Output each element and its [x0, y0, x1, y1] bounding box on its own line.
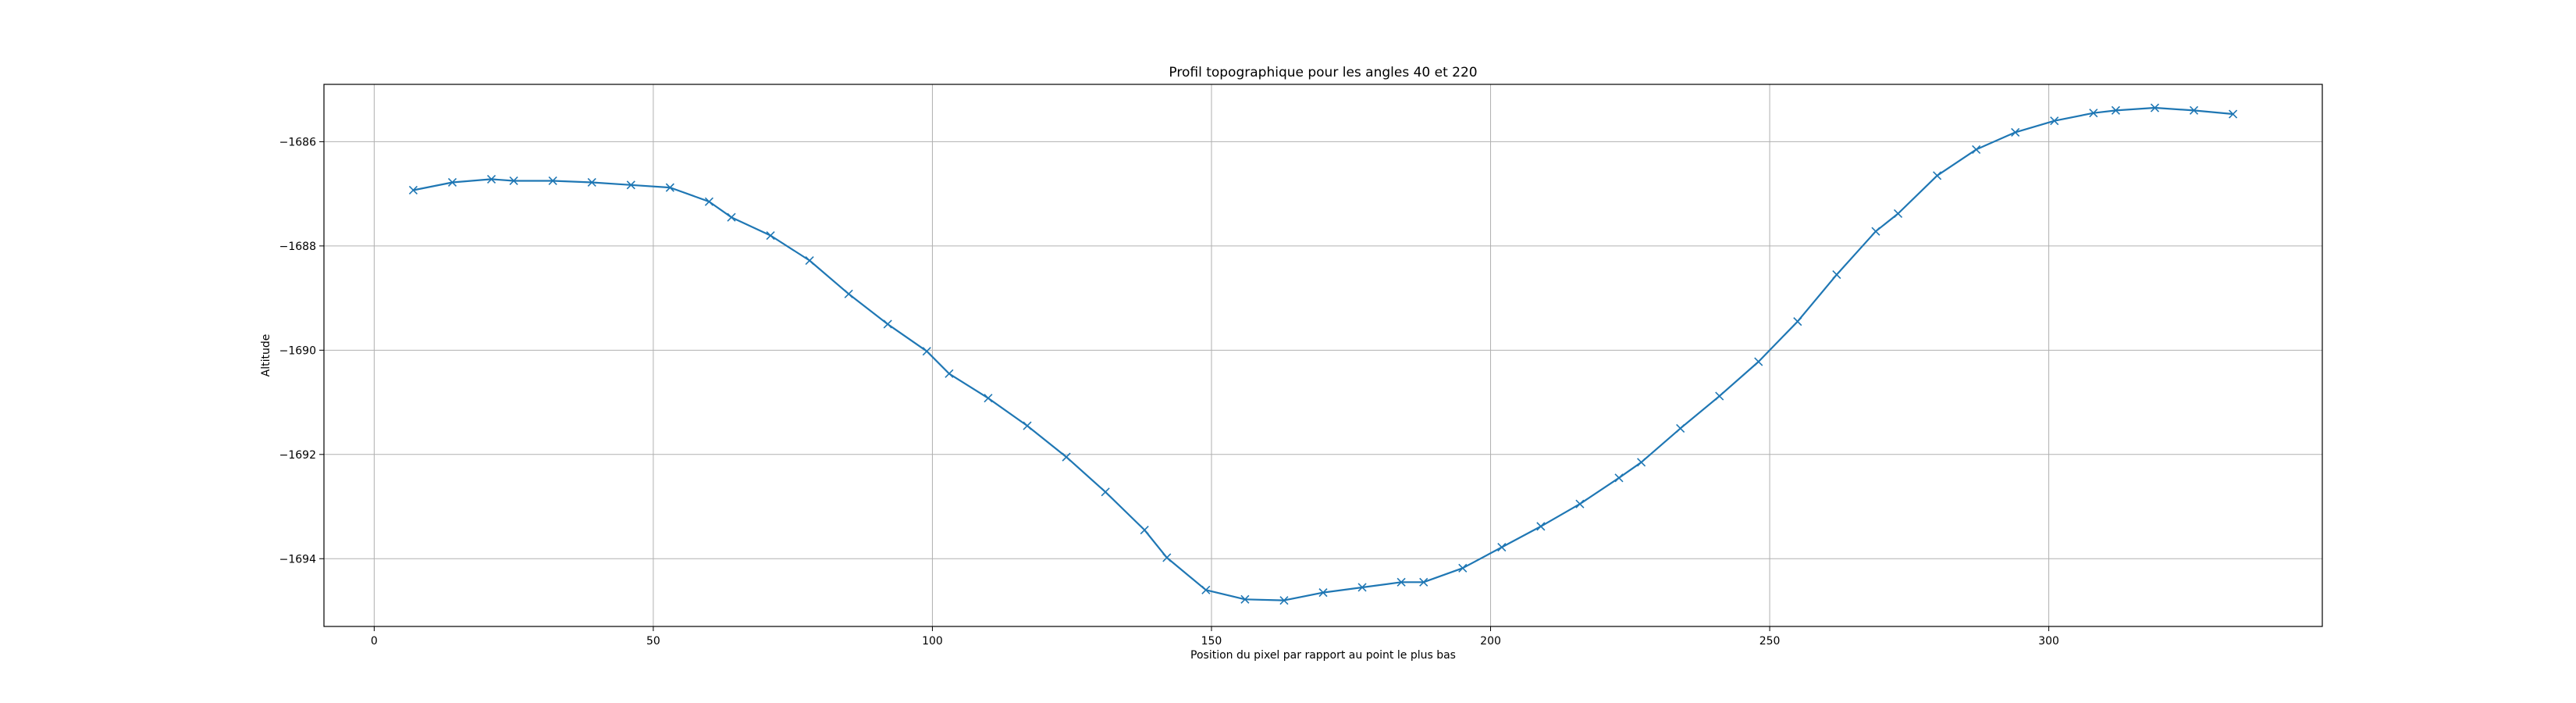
axis-ticks: 0 50 100 150 200 250 300 −1686 −1688 −1690 −1692 −1… [279, 136, 2059, 648]
data-point [1279, 596, 1289, 605]
data-point [2050, 116, 2059, 126]
data-point [1023, 421, 1032, 430]
data-point [704, 197, 713, 206]
data-point [2150, 103, 2160, 112]
x-tick-label: 50 [646, 635, 660, 648]
data-point [2011, 127, 2020, 137]
data-point [1637, 458, 1646, 467]
data-point [844, 289, 853, 298]
x-tick-label: 0 [371, 635, 378, 648]
data-point [1536, 522, 1546, 531]
data-point [665, 183, 674, 192]
data-point [922, 347, 931, 356]
data-point [727, 212, 736, 222]
data-point [1933, 171, 1942, 180]
data-point [1062, 452, 1071, 462]
data-point [548, 176, 557, 186]
data-point [1201, 585, 1211, 594]
data-point [408, 185, 418, 195]
data-point [587, 177, 596, 187]
y-tick-label: −1694 [279, 553, 316, 566]
data-point [1972, 145, 1981, 154]
series-layer [408, 103, 2238, 605]
data-point [945, 369, 954, 378]
data-point [1458, 563, 1468, 573]
chart-title: Profil topographique pour les angles 40 … [1169, 65, 1477, 80]
data-point [1832, 270, 1841, 280]
data-point [1162, 553, 1172, 562]
data-point [1793, 317, 1802, 327]
x-tick-label: 300 [2038, 635, 2059, 648]
data-point [1318, 588, 1328, 598]
data-point [626, 180, 635, 190]
data-point [805, 255, 814, 266]
grid [324, 84, 2322, 626]
data-point [1497, 543, 1507, 552]
x-tick-label: 250 [1759, 635, 1781, 648]
data-point [1614, 473, 1624, 483]
data-point [1715, 391, 1724, 401]
y-axis-label: Altitude [260, 334, 272, 377]
x-tick-label: 100 [922, 635, 943, 648]
data-point [447, 177, 457, 187]
data-point [1101, 487, 1110, 497]
data-point [1575, 499, 1585, 509]
y-tick-label: −1692 [279, 449, 316, 462]
data-point [883, 319, 892, 329]
plot-frame [323, 84, 2323, 627]
data-point [2111, 105, 2120, 115]
data-point [486, 174, 496, 184]
data-point [1419, 577, 1429, 587]
x-tick-label: 150 [1201, 635, 1222, 648]
data-point [1140, 525, 1149, 535]
data-point [1397, 577, 1406, 587]
y-tick-label: −1688 [279, 241, 316, 253]
y-tick-label: −1686 [279, 136, 316, 148]
data-point [1893, 209, 1903, 219]
data-point [1871, 227, 1880, 236]
data-point [766, 230, 775, 241]
data-point [1357, 583, 1367, 592]
x-axis-label: Position du pixel par rapport au point l… [1190, 649, 1456, 662]
data-point [2089, 109, 2098, 118]
data-point [1676, 423, 1685, 433]
data-point [2189, 105, 2199, 115]
x-tick-label: 200 [1480, 635, 1501, 648]
data-point [1240, 594, 1250, 604]
data-point [509, 176, 518, 186]
data-point [1754, 357, 1763, 366]
data-point [2229, 109, 2238, 119]
data-point [984, 394, 993, 403]
y-tick-label: −1690 [279, 344, 316, 357]
